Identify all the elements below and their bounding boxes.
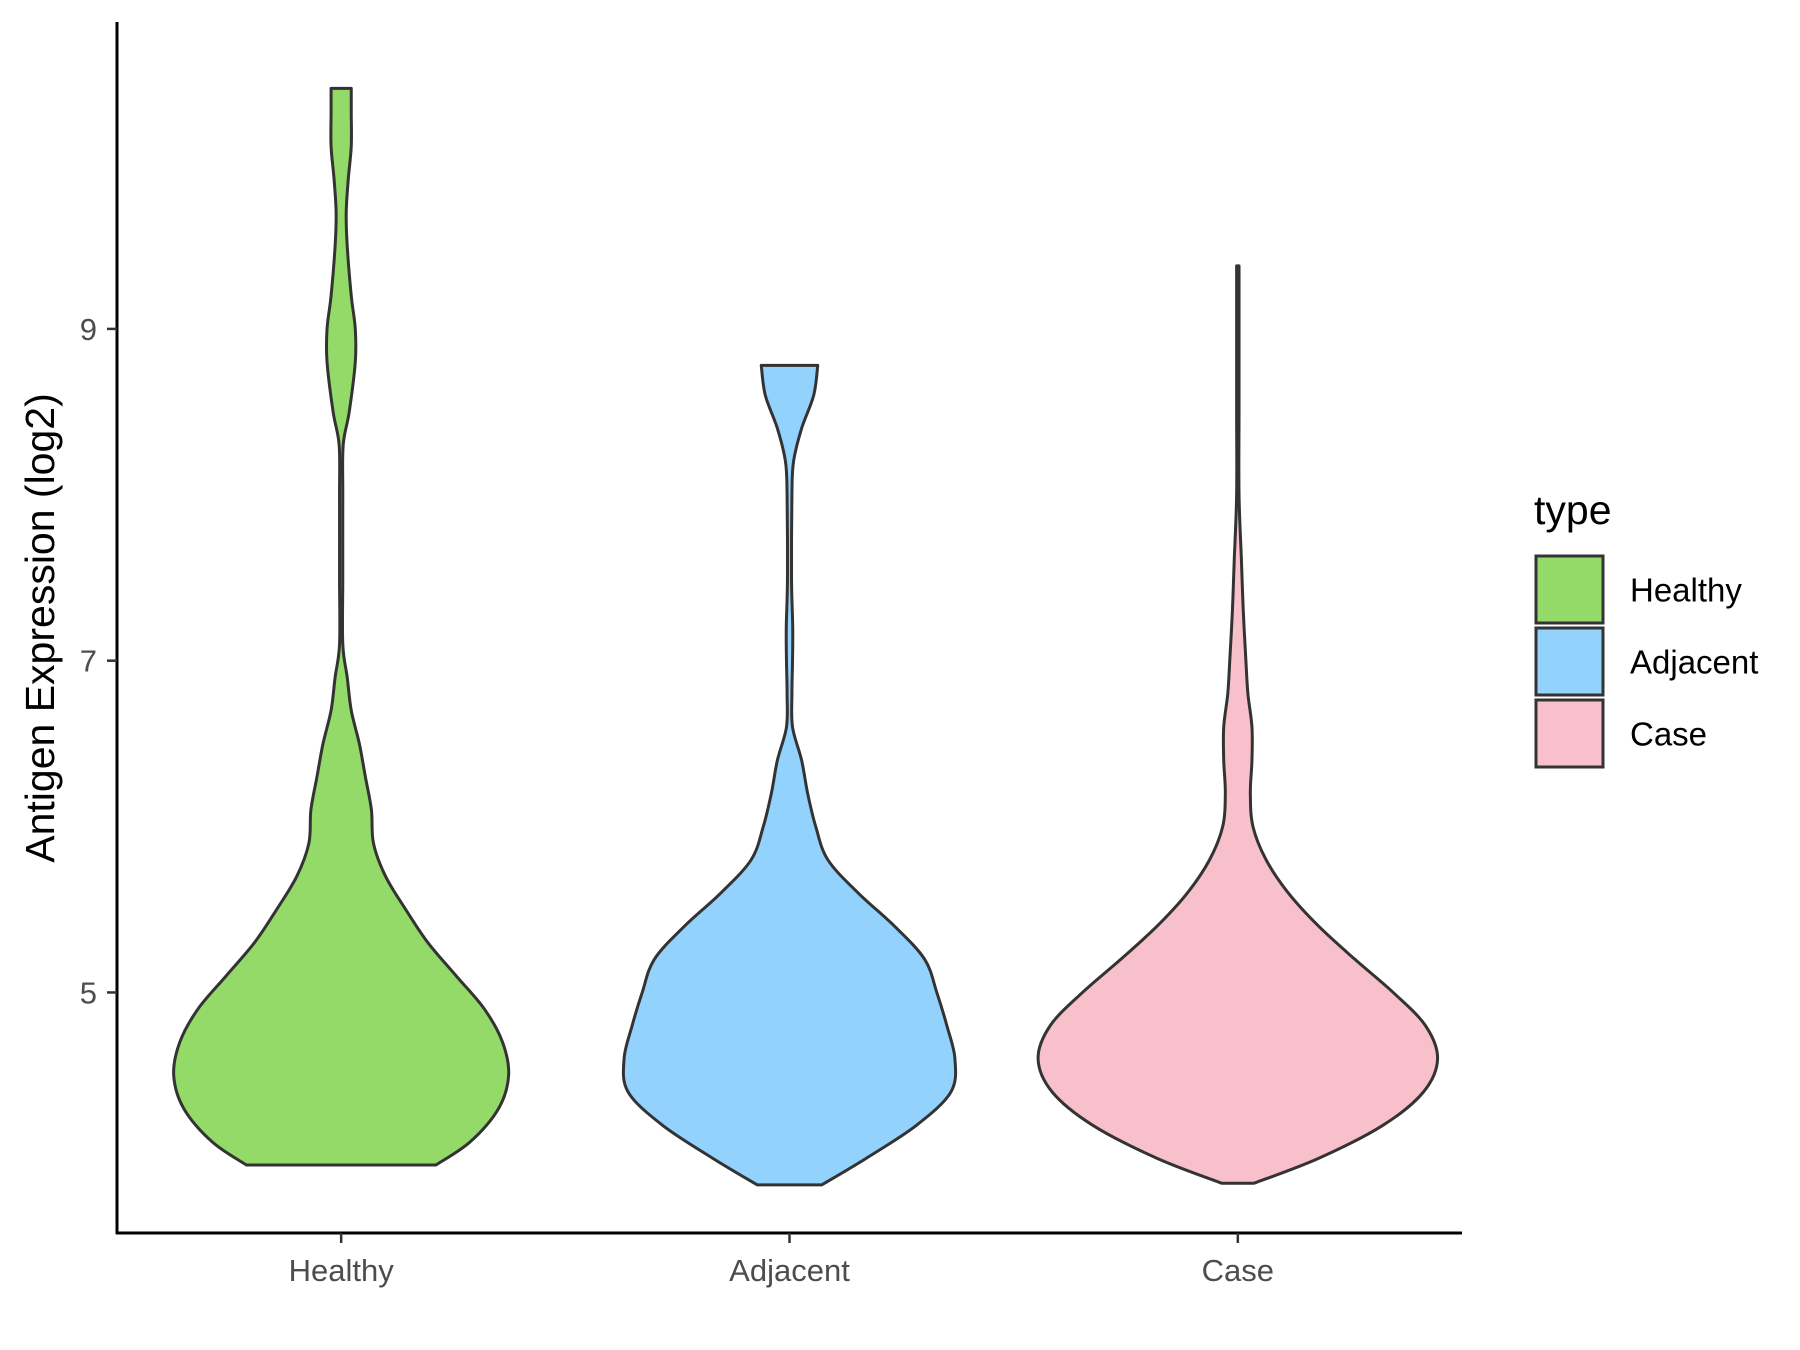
legend-label-case: Case <box>1630 716 1707 753</box>
x-tick-label: Case <box>1202 1253 1274 1288</box>
violin-adjacent <box>621 363 958 1187</box>
legend: type Healthy Adjacent Case <box>1534 487 1758 769</box>
y-tick-label: 9 <box>80 312 97 347</box>
x-tick-label: Healthy <box>289 1253 395 1288</box>
legend-label-healthy: Healthy <box>1630 572 1742 609</box>
y-tick-label: 5 <box>80 975 97 1010</box>
y-axis-ticks: 5 7 9 <box>80 312 117 1010</box>
legend-items: Healthy Adjacent Case <box>1534 554 1758 769</box>
y-axis-title: Antigen Expression (log2) <box>17 393 63 862</box>
legend-title: type <box>1534 487 1612 533</box>
legend-key-healthy <box>1534 554 1605 625</box>
legend-key-case <box>1534 698 1605 769</box>
legend-key-adjacent <box>1534 626 1605 697</box>
x-tick-label: Adjacent <box>729 1253 850 1288</box>
violin-layer <box>172 86 1440 1187</box>
violin-case <box>1036 264 1440 1185</box>
legend-label-adjacent: Adjacent <box>1630 644 1758 681</box>
violin-healthy <box>172 86 511 1167</box>
x-axis-ticks: Healthy Adjacent Case <box>289 1233 1274 1288</box>
y-tick-label: 7 <box>80 644 97 679</box>
